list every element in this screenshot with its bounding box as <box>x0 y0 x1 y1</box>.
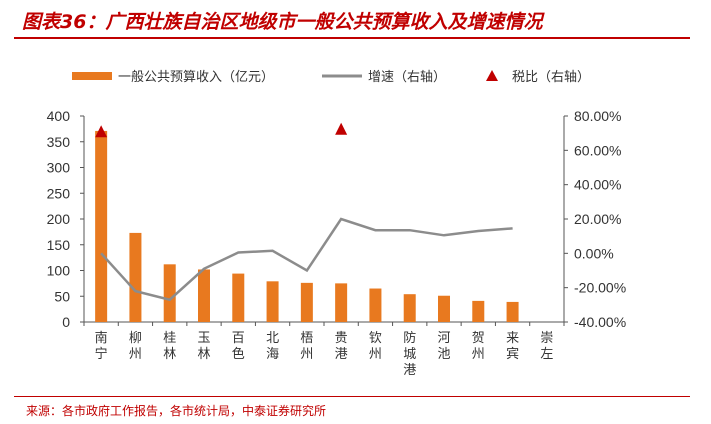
category-label: 南宁 <box>95 330 108 362</box>
y-left-tick-label: 0 <box>62 314 70 330</box>
y-left-tick-label: 150 <box>47 237 71 253</box>
bar <box>403 294 416 322</box>
y-left-tick-label: 300 <box>47 160 71 176</box>
legend-swatch-marker <box>486 70 498 81</box>
bar <box>198 269 210 322</box>
y-right-tick-label: 40.00% <box>574 177 621 193</box>
legend-swatch-bar <box>72 72 112 80</box>
bar <box>506 301 519 322</box>
growth-line <box>100 217 513 302</box>
category-label: 来宾 <box>506 331 519 362</box>
bar <box>163 264 176 322</box>
y-right-tick-label: 20.00% <box>574 211 621 227</box>
legend: 一般公共预算收入（亿元） 增速（右轴） 税比（右轴） <box>72 69 590 85</box>
bar <box>129 232 142 322</box>
bar <box>438 295 450 322</box>
category-label: 柳州 <box>129 331 142 362</box>
legend-label-marker: 税比（右轴） <box>512 70 590 85</box>
category-label: 玉林 <box>197 331 210 362</box>
legend-label-line: 增速（右轴） <box>368 70 446 85</box>
bar <box>95 130 108 322</box>
category-label: 防城港 <box>403 330 416 378</box>
y-right-tick-label: -20.00% <box>574 280 626 296</box>
y-right-tick-label: 60.00% <box>574 142 621 158</box>
y-left-tick-label: 250 <box>47 185 71 201</box>
bar <box>300 282 313 322</box>
category-label: 桂林 <box>163 331 176 362</box>
category-label: 梧州 <box>300 331 313 362</box>
category-label: 崇左 <box>540 331 553 362</box>
y-right-tick-label: 80.00% <box>574 108 621 124</box>
source-divider <box>14 396 690 397</box>
category-label: 贵港 <box>335 331 348 362</box>
category-label: 河池 <box>437 331 450 362</box>
y-left-tick-label: 400 <box>47 108 71 124</box>
legend-label-bar: 一般公共预算收入（亿元） <box>118 69 274 85</box>
category-label: 百色 <box>232 331 245 362</box>
category-label: 北海 <box>266 331 279 362</box>
tax-ratio-marker <box>95 125 108 138</box>
y-left-tick-label: 200 <box>47 211 71 227</box>
y-left-tick-label: 50 <box>54 288 70 304</box>
source-note: 来源：各市政府工作报告，各市统计局，中泰证券研究所 <box>26 404 327 418</box>
bar <box>266 281 279 322</box>
plot-area: 0 50 100 150 200 250 300 350 400 -40.00% -20.00% 0.… <box>47 108 627 378</box>
category-label: 贺州 <box>472 331 485 362</box>
y-right-tick-label: 0.00% <box>574 245 614 261</box>
figure-title: 图表36：广西壮族自治区地级市一般公共预算收入及增速情况 <box>22 11 543 33</box>
bar <box>472 300 485 322</box>
category-label: 钦州 <box>369 331 382 362</box>
title-divider <box>14 37 690 39</box>
y-left-tick-label: 100 <box>47 263 71 279</box>
y-right-tick-label: -40.00% <box>574 314 626 330</box>
bar <box>335 283 348 322</box>
y-left-tick-label: 350 <box>47 134 71 150</box>
bar <box>369 288 382 322</box>
bar <box>232 273 245 322</box>
tax-ratio-marker <box>335 122 348 135</box>
